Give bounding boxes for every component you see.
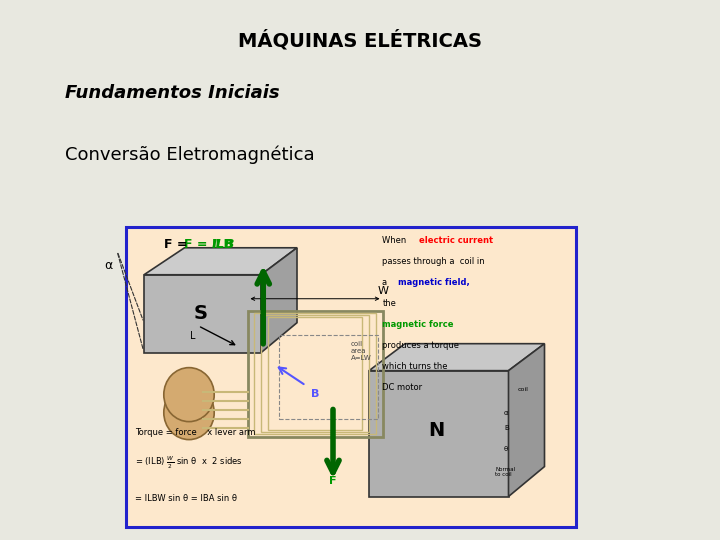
Text: coil
area
A=LW: coil area A=LW (351, 341, 372, 361)
Polygon shape (261, 248, 297, 353)
Text: Torque = force    x lever arm: Torque = force x lever arm (135, 428, 256, 437)
Text: S: S (193, 304, 207, 323)
Text: coil: coil (518, 387, 528, 392)
Text: F =: F = (164, 238, 192, 251)
Text: θ: θ (504, 446, 508, 451)
Text: electric current: electric current (418, 236, 492, 245)
Text: MÁQUINAS ELÉTRICAS: MÁQUINAS ELÉTRICAS (238, 30, 482, 50)
Text: a: a (382, 278, 390, 287)
Text: DC motor: DC motor (382, 383, 423, 391)
Bar (126, 227, 576, 526)
Text: Conversão Eletromagnética: Conversão Eletromagnética (65, 146, 315, 164)
Text: magnetic force: magnetic force (382, 320, 454, 329)
Text: produces a torque: produces a torque (382, 341, 459, 350)
Polygon shape (369, 370, 508, 497)
Polygon shape (144, 248, 297, 275)
Text: W: W (378, 286, 389, 296)
Text: which turns the: which turns the (382, 362, 448, 370)
Text: Fundamentos Iniciais: Fundamentos Iniciais (65, 84, 279, 102)
Text: ILB: ILB (212, 238, 235, 251)
Polygon shape (144, 275, 261, 353)
Text: ILB: ILB (212, 238, 233, 251)
Polygon shape (508, 343, 544, 497)
Text: α: α (104, 259, 112, 272)
Text: = ILBW sin θ = IBA sin θ: = ILBW sin θ = IBA sin θ (135, 494, 237, 503)
Text: When: When (382, 236, 410, 245)
Text: = (ILB) $\frac{W}{2}$ sin θ  x  2 sides: = (ILB) $\frac{W}{2}$ sin θ x 2 sides (135, 455, 243, 471)
Text: B: B (504, 424, 509, 430)
Text: α: α (504, 410, 508, 416)
Ellipse shape (164, 368, 215, 422)
Text: F: F (329, 476, 337, 485)
Text: the: the (382, 299, 397, 308)
Text: Normal
to coil: Normal to coil (495, 467, 515, 477)
Polygon shape (369, 343, 544, 370)
Ellipse shape (164, 386, 215, 440)
Text: magnetic field,: magnetic field, (398, 278, 470, 287)
Text: passes through a  coil in: passes through a coil in (382, 256, 485, 266)
Text: F =: F = (184, 238, 212, 251)
Text: N: N (428, 421, 445, 440)
Text: L: L (190, 331, 196, 341)
Text: B: B (310, 389, 319, 399)
